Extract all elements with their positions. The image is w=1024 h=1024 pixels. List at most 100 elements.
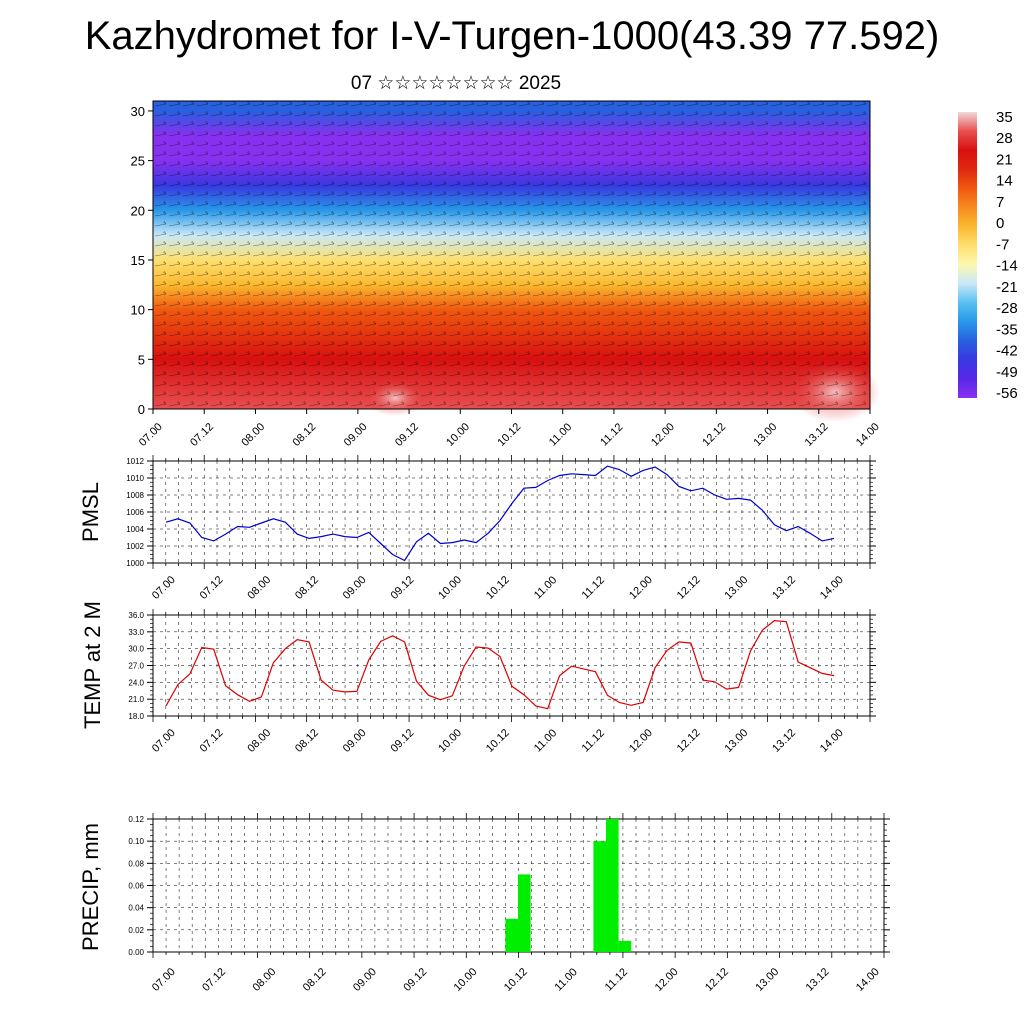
x-tick-label: 13.12 <box>770 727 798 755</box>
precip-bar <box>618 940 632 952</box>
wind-barbs <box>153 101 870 409</box>
y-axis-label: PRECIP, mm <box>78 823 103 951</box>
y-tick-label: 27.0 <box>128 662 144 671</box>
y-tick-label: 0.02 <box>128 926 144 935</box>
x-tick-label: 14.00 <box>818 574 846 602</box>
colorbar-label: 7 <box>996 194 1004 211</box>
x-tick-label: 07.00 <box>137 421 165 449</box>
x-tick-label: 09.12 <box>401 966 429 994</box>
y-tick-label: 1008 <box>126 491 144 500</box>
x-tick-label: 07.12 <box>198 574 226 602</box>
x-tick-label: 08.12 <box>293 727 321 755</box>
y-tick-label: 36.0 <box>128 611 144 620</box>
colorbar-label: 21 <box>996 151 1013 168</box>
y-tick-label: 33.0 <box>128 628 144 637</box>
x-tick-label: 11.00 <box>532 574 559 601</box>
x-tick-label: 12.12 <box>675 727 703 755</box>
x-tick-label: 10.12 <box>495 421 523 449</box>
x-tick-label: 13.00 <box>753 966 781 994</box>
y-tick-label: 1002 <box>126 542 144 551</box>
x-tick-label: 11.00 <box>547 421 574 448</box>
colorbar-label: -56 <box>996 385 1018 402</box>
y-tick-label: 30 <box>131 104 145 119</box>
x-tick-label: 12.12 <box>700 421 728 449</box>
colorbar-label: -14 <box>996 258 1018 275</box>
precip-bar <box>593 841 606 952</box>
precip-bar <box>606 819 619 952</box>
temp-panel: 18.0 21.0 24.0 27.0 30.0 33.0 36.0 07.00 07.12 08… <box>80 601 876 755</box>
x-tick-label: 11.12 <box>603 966 630 993</box>
x-tick-label: 13.12 <box>770 574 798 602</box>
page-subtitle: 07 ☆☆☆☆☆☆☆☆ 2025 <box>350 73 562 94</box>
plot-frame <box>152 460 871 564</box>
x-tick-label: 10.12 <box>484 574 512 602</box>
colorbar-label: -35 <box>996 321 1018 338</box>
pmsl-panel: 1000 1002 1004 1006 1008 1010 1012 07.00 07.12 08… <box>78 455 876 602</box>
x-tick-label: 12.12 <box>675 574 703 602</box>
y-tick-label: 20 <box>131 203 145 218</box>
cross-section-panel: 0 5 10 15 20 25 30 07.00 07.12 08.00 08.12 09.00 09.… <box>131 100 1018 449</box>
y-tick-label: 25 <box>131 154 145 169</box>
x-tick-label: 12.00 <box>627 727 655 755</box>
x-tick-label: 09.12 <box>388 727 416 755</box>
colorbar-label: 14 <box>996 173 1013 190</box>
x-tick-label: 10.00 <box>436 727 464 755</box>
y-tick-label: 24.0 <box>128 678 144 687</box>
y-axis-label: PMSL <box>78 482 103 542</box>
x-tick-label: 14.00 <box>854 966 882 994</box>
x-tick-label: 07.00 <box>150 727 178 755</box>
plot-frame <box>152 614 871 717</box>
pmsl-series-line <box>165 465 835 562</box>
y-tick-label: 0.08 <box>128 859 144 868</box>
y-tick-label: 0.06 <box>128 882 144 891</box>
x-tick-label: 09.00 <box>341 727 369 755</box>
x-tick-label: 08.12 <box>293 574 321 602</box>
colorbar <box>958 112 977 398</box>
x-tick-label: 07.12 <box>200 966 228 994</box>
y-tick-label: 0.12 <box>128 815 144 824</box>
y-tick-label: 1010 <box>126 474 144 483</box>
temp-series-line <box>165 619 835 710</box>
x-tick-label: 08.00 <box>245 574 273 602</box>
x-tick-label: 07.00 <box>150 574 178 602</box>
colorbar-label: -28 <box>996 300 1018 317</box>
x-tick-label: 08.00 <box>239 421 267 449</box>
precip-bar <box>518 874 531 952</box>
x-tick-label: 08.12 <box>291 421 319 449</box>
x-tick-label: 10.12 <box>502 966 530 994</box>
x-tick-label: 08.00 <box>250 966 278 994</box>
y-tick-label: 1000 <box>126 559 144 568</box>
x-tick-label: 07.12 <box>188 421 216 449</box>
x-tick-label: 13.12 <box>804 966 832 994</box>
x-tick-label: 14.00 <box>854 421 882 449</box>
x-tick-label: 12.12 <box>703 966 731 994</box>
y-tick-label: 18.0 <box>128 712 144 721</box>
x-tick-label: 07.00 <box>150 966 178 994</box>
y-tick-label: 0.00 <box>128 948 144 957</box>
x-tick-label: 09.00 <box>341 574 369 602</box>
y-tick-label: 1012 <box>126 457 144 466</box>
x-tick-label: 10.00 <box>452 966 480 994</box>
y-tick-label: 1006 <box>126 508 144 517</box>
y-tick-label: 21.0 <box>128 695 144 704</box>
y-tick-label: 0.04 <box>128 904 144 913</box>
y-tick-label: 0 <box>138 402 145 417</box>
x-tick-label: 10.00 <box>436 574 464 602</box>
x-tick-label: 11.12 <box>598 421 625 448</box>
y-tick-label: 0.10 <box>128 837 144 846</box>
precip-panel: 0.00 0.02 0.04 0.06 0.08 0.10 0.12 07.00 07.12 08… <box>78 813 890 994</box>
colorbar-label: 28 <box>996 130 1013 147</box>
y-tick-label: 1004 <box>126 525 144 534</box>
colorbar-label: -42 <box>996 343 1018 360</box>
x-tick-label: 12.00 <box>627 574 655 602</box>
x-tick-label: 12.00 <box>649 421 677 449</box>
x-tick-label: 08.12 <box>301 966 329 994</box>
y-tick-label: 5 <box>138 352 145 367</box>
x-tick-label: 10.00 <box>444 421 472 449</box>
x-tick-label: 07.12 <box>198 727 226 755</box>
x-tick-label: 12.00 <box>653 966 681 994</box>
x-tick-label: 09.00 <box>342 421 370 449</box>
y-axis-label: TEMP at 2 M <box>80 601 105 729</box>
x-tick-label: 11.00 <box>532 727 559 754</box>
colorbar-label: 35 <box>996 109 1013 126</box>
